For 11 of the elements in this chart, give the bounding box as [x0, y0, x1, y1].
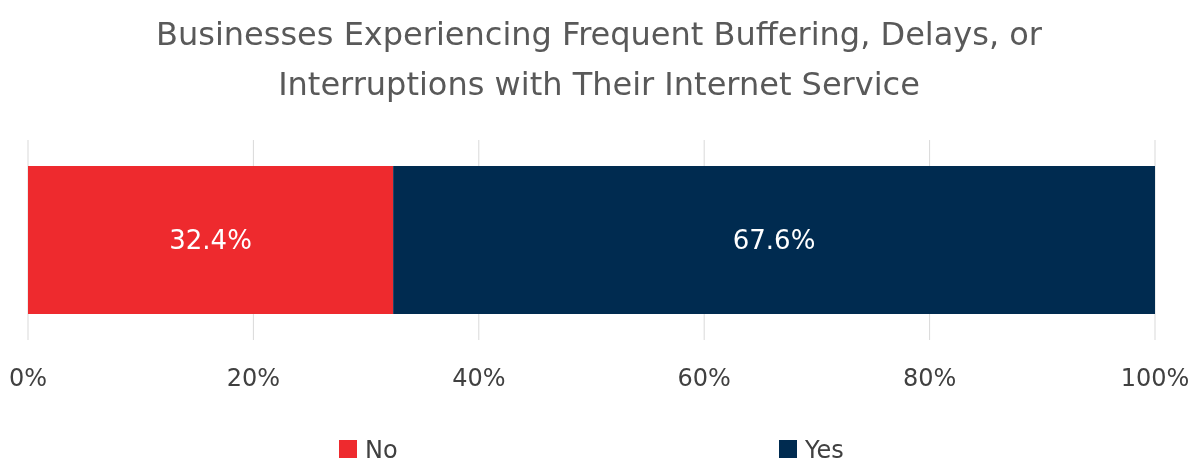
data-label: 67.6%	[732, 225, 816, 256]
data-label: 32.4%	[169, 225, 252, 256]
legend-label: No	[365, 436, 398, 464]
legend-label: Yes	[804, 436, 844, 464]
chart-title: Businesses Experiencing Frequent Buffering, Delays, or Interruptions with Their Internet Service	[155, 15, 1043, 103]
x-tick-label: 0%	[8, 364, 48, 392]
x-tick-label: 100%	[1120, 364, 1190, 392]
x-tick-label: 60%	[677, 364, 731, 392]
x-tick-label: 40%	[452, 364, 506, 392]
x-tick-label: 80%	[902, 364, 957, 392]
x-tick-label: 20%	[226, 364, 281, 392]
